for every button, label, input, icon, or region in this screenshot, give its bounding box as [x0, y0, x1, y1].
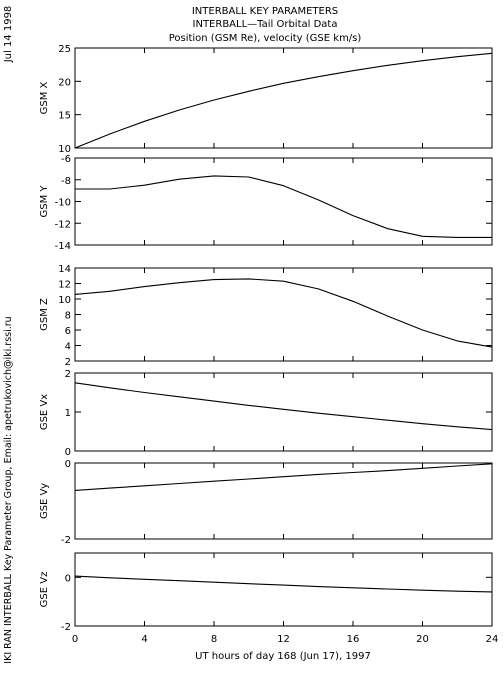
- panel2-ylabel: GSM Y: [39, 185, 50, 218]
- panel2-ytick-label-0: -14: [55, 241, 71, 252]
- panel6-ytick-label-1: 0: [65, 573, 71, 584]
- x-tick-label-5: 20: [416, 634, 429, 645]
- panel5-ytick-label-0: -2: [61, 535, 71, 546]
- panel1-ytick-label-2: 20: [58, 77, 71, 88]
- panel2-ytick-label-1: -12: [55, 219, 71, 230]
- panel2-frame: [74, 157, 493, 246]
- panel3-ylabel: GSM Z: [39, 298, 50, 331]
- panel3-frame: [74, 267, 493, 362]
- panel1-ylabel: GSM X: [39, 81, 50, 114]
- panel2-ytick-label-4: -6: [61, 154, 71, 165]
- panel6-frame: [74, 552, 493, 627]
- panel3-ytick-label-5: 12: [58, 280, 71, 291]
- panel2-ytick-label-3: -8: [61, 176, 71, 187]
- panel3-ytick-label-2: 6: [65, 326, 71, 337]
- panel6-ylabel: GSE Vz: [39, 572, 50, 608]
- panel4-ytick-label-2: 2: [65, 369, 71, 380]
- x-tick-label-0: 0: [72, 634, 78, 645]
- panel4-ytick-label-1: 1: [65, 408, 71, 419]
- panel5-ytick-label-1: 0: [65, 459, 71, 470]
- chart-title-line2: INTERBALL—Tail Orbital Data: [193, 19, 338, 30]
- panel4-ytick-label-0: 0: [65, 447, 71, 458]
- panel5-frame: [74, 462, 493, 540]
- panel1-series-line-0: [74, 52, 493, 149]
- panel5-series-line-0: [74, 463, 493, 491]
- panel3-ytick-label-6: 14: [58, 264, 71, 275]
- x-axis-label: UT hours of day 168 (Jun 17), 1997: [195, 651, 371, 662]
- panel3-ytick-label-1: 4: [65, 342, 71, 353]
- panel1-frame: [74, 47, 493, 149]
- panel5-ylabel: GSE Vy: [39, 483, 50, 519]
- date-label: Jul 14 1998: [3, 6, 14, 64]
- credit-label: IKI RAN INTERBALL Key Parameter Group, E…: [3, 316, 14, 663]
- x-tick-label-1: 4: [141, 634, 147, 645]
- panel6-ytick-label-0: -2: [61, 622, 71, 633]
- panel4-ylabel: GSE Vx: [39, 394, 50, 430]
- x-tick-label-4: 16: [347, 634, 360, 645]
- x-tick-label-3: 12: [277, 634, 290, 645]
- panel1-ytick-label-3: 25: [58, 44, 71, 55]
- panel3-ytick-label-3: 8: [65, 311, 71, 322]
- panel3-series-line-0: [74, 278, 493, 348]
- panel3-ytick-label-4: 10: [58, 295, 71, 306]
- chart-title-line1: INTERBALL KEY PARAMETERS: [192, 6, 338, 17]
- panel4-frame: [74, 372, 493, 452]
- panel6-series-line-0: [74, 575, 493, 593]
- x-tick-label-2: 8: [211, 634, 217, 645]
- x-tick-label-6: 24: [486, 634, 499, 645]
- panel3-ytick-label-0: 2: [65, 357, 71, 368]
- panel2-ytick-label-2: -10: [55, 198, 71, 209]
- panel1-ytick-label-1: 15: [58, 111, 71, 122]
- panel1-ytick-label-0: 10: [58, 144, 71, 155]
- panel4-series-line-0: [74, 382, 493, 431]
- chart-title-line3: Position (GSM Re), velocity (GSE km/s): [169, 33, 362, 44]
- panel2-series-line-0: [75, 175, 492, 238]
